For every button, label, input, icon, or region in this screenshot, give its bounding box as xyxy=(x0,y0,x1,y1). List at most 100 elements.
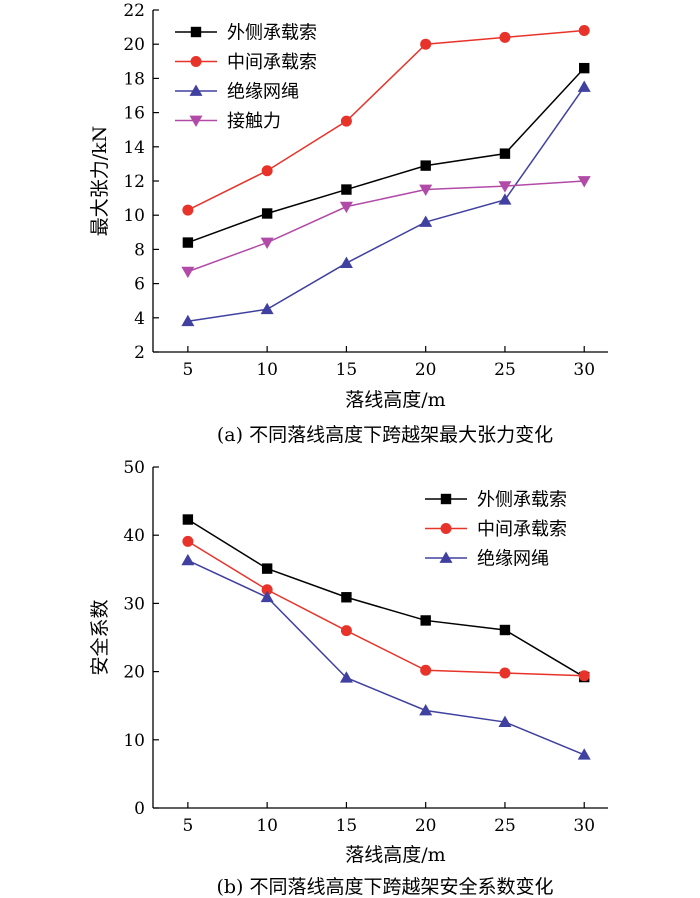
y-axis-label: 最大张力/kN xyxy=(89,126,111,237)
y-tick-label: 8 xyxy=(134,240,145,260)
y-tick-label: 4 xyxy=(134,309,145,329)
data-point xyxy=(339,201,353,214)
series-line xyxy=(187,67,585,244)
data-point xyxy=(181,553,195,566)
data-point xyxy=(182,514,194,525)
x-tick-label: 30 xyxy=(573,360,595,380)
data-point xyxy=(339,671,353,683)
data-point xyxy=(578,25,590,37)
y-tick-label: 50 xyxy=(123,458,145,478)
legend-label: 外侧承载索 xyxy=(227,23,317,44)
data-point xyxy=(499,624,511,636)
y-tick-label: 20 xyxy=(123,663,145,683)
legend-marker xyxy=(189,84,203,96)
x-tick-label: 15 xyxy=(336,360,358,380)
data-point xyxy=(498,181,512,193)
chart-a-max-tension: 2 4 6 8 10 12 14 16 18 20 22 5 10 15 20 25 30 落线高度/m 最大张力/… xyxy=(89,1,608,446)
data-point xyxy=(498,715,512,727)
legend-label: 接触力 xyxy=(227,111,281,132)
chart-b-safety-factor: 0 10 20 30 40 50 5 10 15 20 25 30 落线高度/m 安全系数 (b) 不同落线… xyxy=(89,458,608,898)
data-point xyxy=(577,176,591,188)
x-tick-label: 20 xyxy=(415,816,437,836)
data-point xyxy=(340,115,352,127)
data-point xyxy=(499,667,511,679)
y-tick-label: 18 xyxy=(123,69,145,89)
y-tick-label: 22 xyxy=(123,1,145,21)
data-point xyxy=(260,302,274,315)
x-tick-label: 5 xyxy=(182,360,193,380)
data-point xyxy=(261,584,273,596)
data-point xyxy=(182,535,194,547)
data-point xyxy=(499,31,511,43)
series-line xyxy=(187,180,585,273)
y-tick-label: 10 xyxy=(123,206,145,226)
series-line xyxy=(187,559,585,756)
data-point xyxy=(499,148,511,159)
data-point xyxy=(578,670,590,682)
data-point xyxy=(260,590,274,603)
legend-label: 绝缘网绳 xyxy=(477,549,549,570)
x-tick-label: 25 xyxy=(494,816,516,836)
series-line xyxy=(187,29,585,211)
y-tick-label: 12 xyxy=(123,172,145,192)
x-tick-label: 10 xyxy=(256,360,278,380)
y-tick-label: 40 xyxy=(123,526,145,546)
x-tick-label: 10 xyxy=(256,816,278,836)
y-tick-label: 30 xyxy=(123,594,145,614)
data-point xyxy=(498,193,512,205)
data-point xyxy=(579,62,590,74)
legend-label: 外侧承载索 xyxy=(477,490,567,511)
legend-marker xyxy=(439,551,453,563)
legend-marker xyxy=(190,26,202,38)
legend-marker xyxy=(440,493,452,505)
data-point xyxy=(341,592,352,603)
series-line xyxy=(187,86,585,322)
data-point xyxy=(420,615,431,626)
data-point xyxy=(261,208,273,219)
data-point xyxy=(261,165,273,177)
data-point xyxy=(341,184,352,195)
data-point xyxy=(420,38,432,50)
legend-label: 绝缘网绳 xyxy=(227,82,299,103)
data-point xyxy=(340,625,352,637)
y-tick-label: 2 xyxy=(134,343,145,363)
legend-marker xyxy=(440,523,452,534)
y-tick-label: 0 xyxy=(134,799,145,819)
data-point xyxy=(420,160,431,171)
data-point xyxy=(182,237,194,248)
data-point xyxy=(260,237,274,250)
series-line xyxy=(187,518,585,678)
data-point xyxy=(261,563,273,574)
x-axis-label: 落线高度/m xyxy=(345,844,445,866)
x-axis-label: 落线高度/m xyxy=(345,389,445,411)
data-point xyxy=(419,184,433,197)
chart-caption: (b) 不同落线高度下跨越架安全系数变化 xyxy=(216,876,553,898)
legend-label: 中间承载索 xyxy=(227,52,317,73)
y-tick-label: 16 xyxy=(123,104,145,124)
data-point xyxy=(420,664,432,676)
x-tick-label: 20 xyxy=(415,360,437,380)
y-tick-label: 20 xyxy=(123,35,145,55)
series-line xyxy=(187,540,585,677)
y-tick-label: 10 xyxy=(123,731,145,751)
y-tick-label: 6 xyxy=(134,275,145,295)
data-point xyxy=(577,80,591,92)
legend-label: 中间承载索 xyxy=(477,519,567,540)
data-point xyxy=(577,748,591,760)
x-tick-label: 25 xyxy=(494,360,516,380)
legend-marker xyxy=(189,115,203,127)
y-axis-label: 安全系数 xyxy=(89,599,111,675)
data-point xyxy=(419,215,433,227)
data-point xyxy=(182,204,194,216)
data-point xyxy=(339,256,353,268)
x-tick-label: 5 xyxy=(182,816,193,836)
data-point xyxy=(181,314,195,327)
data-point xyxy=(181,266,195,279)
x-tick-label: 15 xyxy=(336,816,358,836)
legend-marker xyxy=(190,56,202,67)
chart-caption: (a) 不同落线高度下跨越架最大张力变化 xyxy=(217,424,553,446)
data-point xyxy=(419,703,433,716)
y-tick-label: 14 xyxy=(123,138,145,158)
x-tick-label: 30 xyxy=(573,816,595,836)
